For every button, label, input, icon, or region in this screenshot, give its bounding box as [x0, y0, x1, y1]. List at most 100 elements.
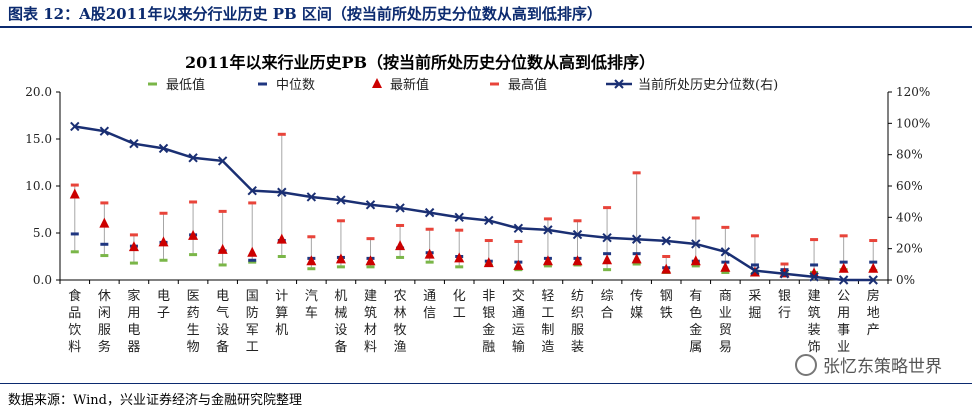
- category-char: 媒: [630, 306, 643, 321]
- category-char: 用: [837, 306, 850, 321]
- category-char: 织: [571, 306, 584, 321]
- legend-item-1: 中位数: [258, 78, 315, 93]
- category-char: 通: [423, 289, 436, 304]
- category-char: 家: [127, 288, 140, 304]
- legend-item-4: 当前所处历史分位数(右): [606, 77, 778, 93]
- category-char: 传: [630, 289, 643, 304]
- percentile-point-stroke: [424, 207, 435, 218]
- chart-title: 2011年以来行业历史PB（按当前所处历史分位数从高到低排序）: [185, 53, 655, 72]
- category-char: 电: [157, 289, 170, 304]
- percentile-point: [868, 275, 878, 285]
- percentile-point-stroke: [602, 232, 612, 243]
- right-tick-label: 100%: [896, 116, 930, 130]
- category-char: 机: [275, 323, 288, 338]
- category-char: 工: [541, 306, 554, 321]
- percentile-point-stroke: [513, 223, 524, 234]
- latest-marker: [424, 248, 435, 259]
- source-note: 数据来源：Wind，兴业证券经济与金融研究院整理: [8, 393, 302, 408]
- watermark-text: 张忆东策略世界: [823, 357, 942, 377]
- category-char: 掘: [748, 306, 761, 321]
- figure-title: 图表 12：A股2011年以来分行业历史 PB 区间（按当前所处历史分位数从高到…: [8, 5, 602, 23]
- category-char: 房: [867, 288, 880, 304]
- percentile-point-stroke: [217, 156, 228, 166]
- right-tick-label: 60%: [896, 179, 923, 193]
- right-tick-label: 0%: [896, 273, 915, 287]
- percentile-point: [306, 192, 317, 202]
- category-char: 非: [482, 289, 495, 304]
- category-char: 医: [187, 289, 200, 304]
- category-char: 饰: [808, 340, 821, 355]
- watermark: 张忆东策略世界: [795, 352, 942, 377]
- category-char: 制: [541, 323, 554, 338]
- category-char: 生: [187, 323, 200, 338]
- marks: [69, 121, 879, 285]
- category-char: 农: [394, 289, 407, 304]
- right-tick-label: 40%: [896, 210, 923, 224]
- percentile-point: [129, 138, 139, 149]
- category-char: 装: [808, 323, 821, 338]
- category-char: 业: [837, 340, 850, 355]
- latest-marker: [690, 255, 701, 266]
- category-char: 闲: [98, 306, 111, 321]
- legend-item-0: 最低值: [148, 77, 205, 93]
- category-char: 车: [305, 305, 318, 321]
- percentile-point: [247, 185, 257, 196]
- category-char: 有: [689, 289, 702, 304]
- category-char: 银: [482, 306, 495, 321]
- percentile-point-stroke: [572, 229, 583, 240]
- latest-marker: [69, 188, 80, 199]
- left-tick-label: 10.0: [25, 179, 52, 193]
- latest-marker: [542, 255, 553, 266]
- legend-label: 最新值: [390, 77, 429, 93]
- category-char: 械: [334, 306, 347, 321]
- category-char: 钢: [660, 289, 673, 304]
- category-label-27: 房地产: [867, 288, 880, 338]
- latest-marker: [247, 246, 258, 257]
- percentile-point: [188, 153, 198, 163]
- category-char: 工: [246, 340, 259, 355]
- percentile-point: [217, 156, 228, 166]
- percentile-point-stroke: [661, 236, 671, 246]
- latest-marker: [395, 240, 406, 251]
- percentile-point-stroke: [247, 185, 257, 196]
- category-label-18: 综合: [601, 289, 614, 321]
- percentile-point: [277, 187, 287, 197]
- percentile-point: [543, 225, 553, 235]
- left-tick-label: 20.0: [25, 85, 52, 99]
- latest-marker: [631, 253, 642, 264]
- percentile-point: [661, 236, 671, 246]
- category-char: 林: [394, 306, 407, 321]
- category-char: 商: [719, 289, 732, 304]
- category-char: 渔: [394, 340, 407, 355]
- percentile-point-stroke: [336, 195, 346, 205]
- category-char: 材: [364, 323, 377, 338]
- category-char: 物: [187, 340, 200, 355]
- figure-header: 图表 12：A股2011年以来分行业历史 PB 区间（按当前所处历史分位数从高到…: [0, 0, 972, 28]
- percentile-point: [572, 229, 583, 240]
- category-char: 防: [246, 305, 259, 321]
- category-label-12: 通信: [423, 289, 436, 321]
- percentile-point-stroke: [70, 121, 80, 132]
- category-char: 金: [689, 322, 702, 338]
- category-char: 色: [689, 305, 702, 321]
- category-char: 属: [689, 340, 702, 355]
- percentile-point-stroke: [484, 215, 494, 226]
- percentile-point: [365, 200, 376, 210]
- latest-marker: [128, 241, 139, 252]
- percentile-point: [424, 207, 435, 218]
- category-char: 输: [512, 339, 525, 355]
- category-char: 料: [68, 340, 81, 355]
- percentile-point: [70, 121, 80, 132]
- latest-marker: [454, 252, 465, 263]
- category-char: 合: [601, 306, 614, 321]
- category-char: 信: [423, 306, 436, 321]
- percentile-point: [750, 265, 760, 276]
- percentile-point-stroke: [543, 225, 553, 235]
- legend-item-3: 最高值: [490, 77, 547, 93]
- category-char: 子: [157, 306, 170, 321]
